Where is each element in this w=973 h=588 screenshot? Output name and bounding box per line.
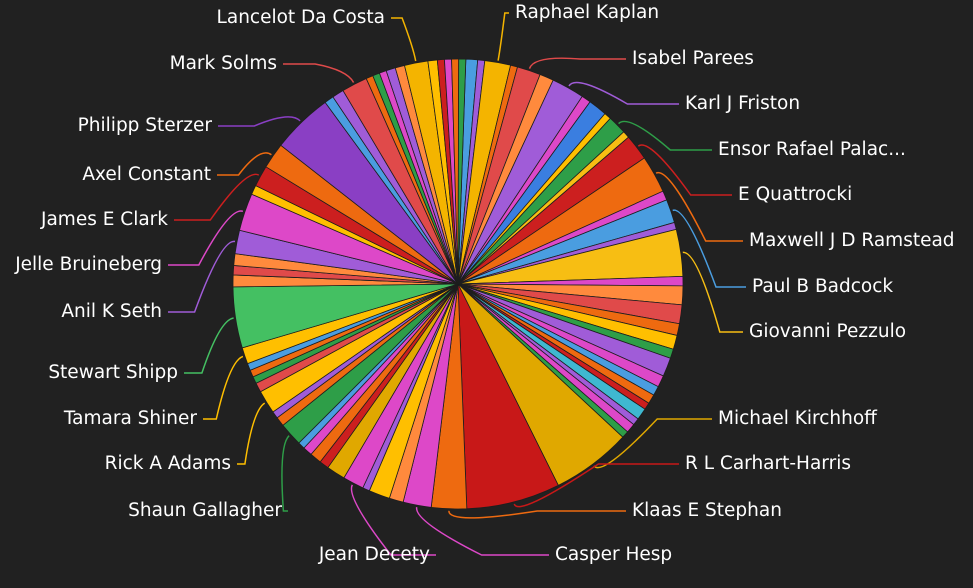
leader-lines — [168, 12, 746, 556]
slice-label: E Quattrocki — [738, 184, 852, 205]
slice-label: Philipp Sterzer — [78, 115, 213, 136]
leader-line — [168, 210, 244, 266]
slice-label: James E Clark — [40, 209, 168, 230]
leader-line — [174, 173, 260, 221]
leader-line — [637, 144, 732, 196]
pie-slice[interactable] — [457, 58, 467, 285]
leader-line — [350, 484, 436, 556]
leader-line — [568, 81, 679, 105]
slice-label: Michael Kirchhoff — [718, 408, 878, 429]
leader-line — [237, 402, 266, 465]
leader-line — [448, 510, 626, 519]
slice-label: Giovanni Pezzulo — [749, 321, 906, 342]
slice-label: Mark Solms — [170, 53, 277, 74]
leader-line — [184, 317, 234, 374]
slice-label: Ensor Rafael Palac... — [718, 139, 906, 160]
leader-line — [218, 116, 301, 127]
slice-label: Klaas E Stephan — [632, 500, 782, 521]
leader-line — [513, 463, 679, 508]
leader-line — [168, 240, 236, 313]
slice-label: Stewart Shipp — [48, 362, 178, 383]
leader-line — [672, 209, 746, 288]
leader-line — [283, 63, 355, 83]
leader-line — [497, 12, 509, 61]
slice-label: Maxwell J D Ramstead — [749, 230, 955, 251]
slice-label: Karl J Friston — [685, 93, 800, 114]
leader-line — [528, 57, 626, 69]
slice-label: Jelle Bruineberg — [14, 254, 162, 275]
slice-label: Paul B Badcock — [752, 276, 893, 297]
slice-label: Tamara Shiner — [63, 408, 197, 429]
slice-label: R L Carhart-Harris — [685, 453, 851, 474]
slice-label: Lancelot Da Costa — [217, 7, 385, 28]
leader-line — [203, 355, 244, 420]
slice-label: Rick A Adams — [105, 453, 231, 474]
slice-label: Anil K Seth — [61, 301, 162, 322]
leader-line — [593, 418, 712, 469]
leader-line — [618, 120, 712, 151]
slice-label: Raphael Kaplan — [515, 2, 659, 23]
slice-label: Shaun Gallagher — [128, 500, 282, 521]
slice-label: Jean Decety — [318, 544, 430, 565]
leader-line — [415, 507, 549, 556]
leader-line — [281, 435, 290, 512]
slice-label: Axel Constant — [82, 164, 211, 185]
slice-label: Casper Hesp — [555, 544, 672, 565]
leader-line — [682, 251, 743, 333]
slice-label: Isabel Parees — [632, 48, 754, 69]
slice-labels: Raphael Kaplan Isabel Parees Karl J Fristo… — [14, 2, 954, 565]
leader-line — [217, 152, 272, 176]
leader-line — [655, 171, 743, 242]
leader-line — [391, 17, 417, 62]
pie-slices — [232, 58, 684, 510]
